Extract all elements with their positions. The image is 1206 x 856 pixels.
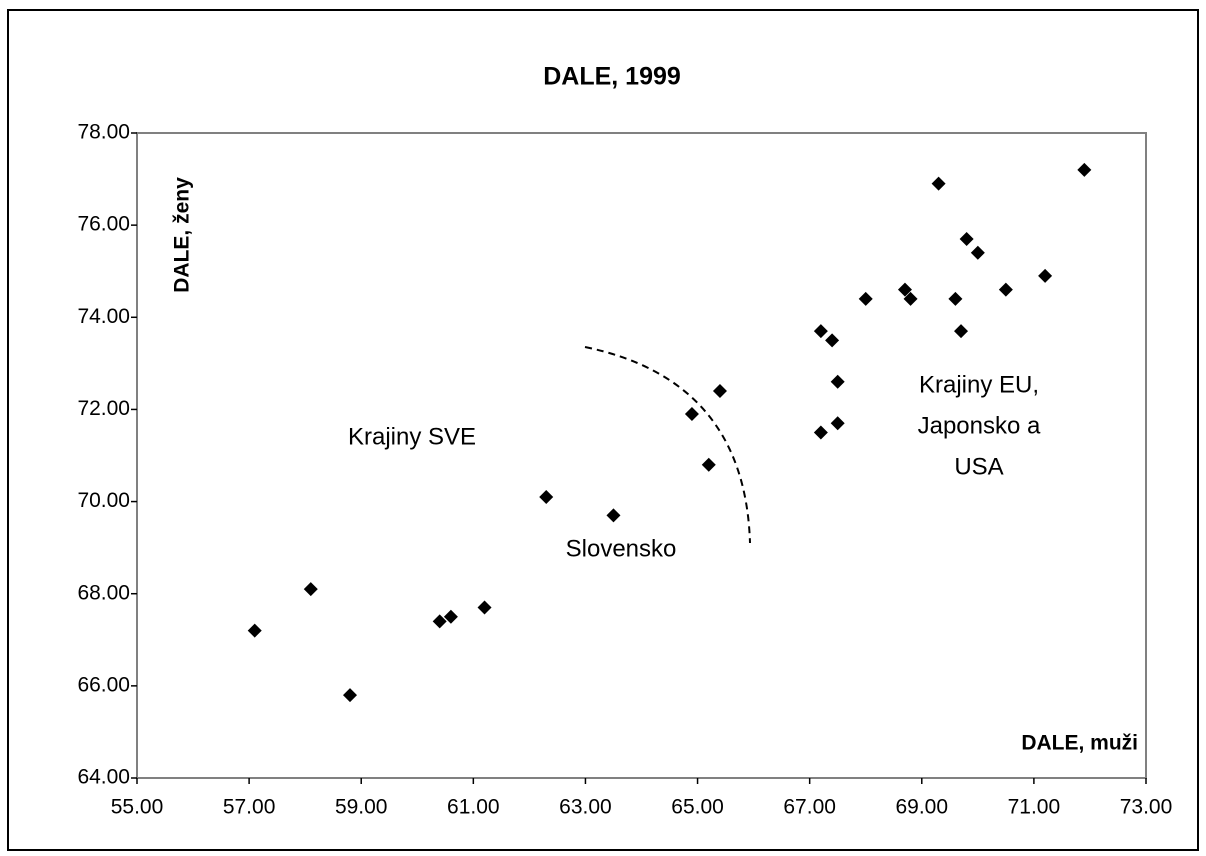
y-axis-label: DALE, ženy [171,177,194,293]
dashed-arc [584,346,751,544]
point [684,407,699,422]
y-tick-label: 66.00 [77,673,130,696]
x-tick-label: 67.00 [783,796,836,819]
point [247,623,262,638]
point [825,333,840,348]
annotation: Japonsko a [918,412,1041,439]
point [970,245,985,260]
x-tick-label: 55.00 [111,796,164,819]
annotation: USA [954,453,1003,480]
chart-title: DALE, 1999 [543,63,681,91]
annotation: Krajiny EU, [919,371,1039,398]
x-tick-label: 57.00 [223,796,276,819]
point [477,600,492,615]
point [954,324,969,339]
point [903,291,918,306]
y-tick-label: 64.00 [77,766,130,789]
y-tick-label: 68.00 [77,581,130,604]
point [897,282,912,297]
point [813,324,828,339]
y-tick-label: 76.00 [77,213,130,236]
point [432,614,447,629]
point [931,176,946,191]
point [1077,162,1092,177]
y-tick-label: 78.00 [77,121,130,144]
y-tick-label: 70.00 [77,489,130,512]
point [343,688,358,703]
point [712,384,727,398]
annotation: Krajiny SVE [348,423,476,450]
y-tick-label: 72.00 [77,397,130,420]
point [443,609,458,624]
point [959,231,974,246]
point [539,489,554,504]
x-tick-label: 59.00 [335,796,388,819]
x-tick-label: 71.00 [1008,796,1061,819]
y-tick-label: 74.00 [77,305,130,328]
x-axis-label: DALE, muži [1021,732,1138,755]
x-tick-label: 69.00 [895,796,948,819]
point [606,508,621,523]
point [303,582,318,597]
x-tick-label: 73.00 [1120,796,1173,819]
x-tick-label: 63.00 [559,796,612,819]
point [813,425,828,440]
point [701,457,716,472]
point [1038,268,1053,283]
point [998,282,1013,297]
x-tick-label: 61.00 [447,796,500,819]
plot-area [136,132,1147,779]
point [830,374,845,389]
point [948,291,963,306]
point [830,416,845,431]
annotation: Slovensko [566,535,677,562]
point [858,291,873,306]
x-tick-label: 65.00 [671,796,724,819]
